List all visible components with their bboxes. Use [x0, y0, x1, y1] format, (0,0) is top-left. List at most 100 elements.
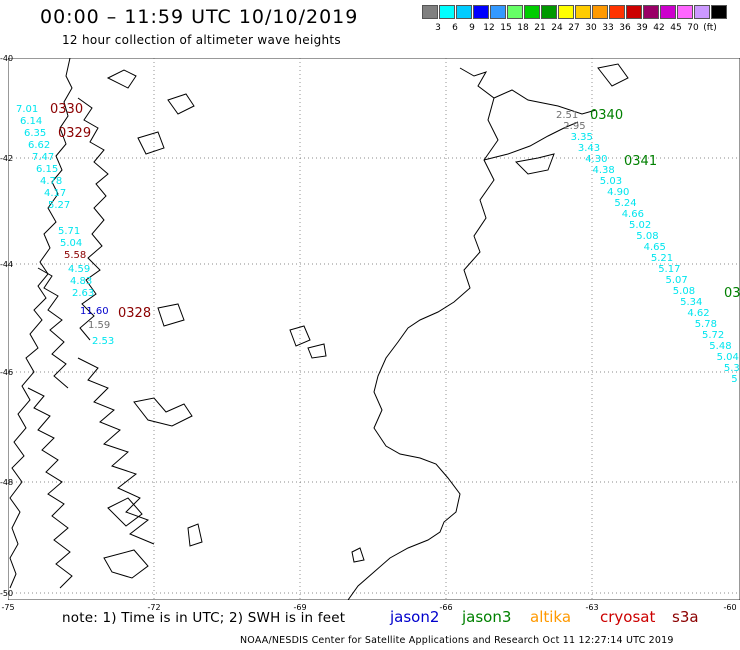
source-altika: altika [530, 608, 572, 626]
scale-swatch [626, 5, 642, 19]
wave-height-value: 2.53 [92, 336, 115, 347]
wave-height-value: 6.35 [24, 128, 47, 139]
scale-label: 15 [500, 23, 512, 33]
source-s3a: s3a [672, 608, 699, 626]
scale-swatch [422, 5, 438, 19]
scale-label: 36 [619, 23, 631, 33]
scale-label: (ft) [703, 23, 717, 33]
argentina-coastline [347, 63, 629, 601]
wave-height-value: 4.59 [68, 264, 91, 275]
wave-height-value: 5.21 [650, 253, 674, 264]
scale-swatch [524, 5, 540, 19]
scale-label: 3 [435, 23, 441, 33]
wave-height-value: 5.48 [709, 341, 732, 352]
scale-swatch [490, 5, 506, 19]
lat-label: -40 [0, 54, 14, 63]
wave-height-value: 4.62 [687, 308, 710, 319]
wave-height-value: 5.30 [723, 363, 740, 374]
scale-swatch [711, 5, 727, 19]
page-subtitle: 12 hour collection of altimeter wave hei… [62, 33, 341, 47]
wave-height-value: 5.07 [665, 275, 688, 286]
wave-height-value: 5 [731, 374, 738, 385]
wave-height-value: 6.15 [36, 164, 59, 175]
wave-height-value: 5.71 [58, 226, 81, 237]
scale-swatch [558, 5, 574, 19]
wave-height-value: 2.95 [563, 121, 586, 132]
wave-height-value: 5.03 [599, 176, 623, 187]
scale-swatch [473, 5, 489, 19]
wave-height-value: 5.58 [64, 250, 87, 261]
lat-label: -46 [0, 368, 14, 377]
scale-swatch [694, 5, 710, 19]
track-time-label: 0341 [624, 154, 658, 169]
track-time-label: 0329 [58, 126, 92, 141]
wave-height-value: 5.27 [48, 200, 71, 211]
wave-height-value: 4.17 [44, 188, 67, 199]
source-jason3: jason3 [462, 608, 512, 626]
page-title: 00:00 – 11:59 UTC 10/10/2019 [40, 6, 359, 28]
wave-height-value: 4.78 [40, 176, 63, 187]
track-time-label: 0328 [118, 306, 152, 321]
wave-height-value: 4.38 [592, 165, 615, 176]
wave-height-value: 5.34 [680, 297, 703, 308]
wave-height-value: 6.62 [28, 140, 51, 151]
wave-height-value: 2.51 [556, 110, 579, 121]
wave-height-value: 4.66 [621, 209, 644, 220]
source-jason2: jason2 [390, 608, 440, 626]
lat-label: -42 [0, 154, 14, 163]
wave-height-value: 5.02 [629, 220, 652, 231]
lat-label: -50 [0, 589, 14, 598]
wave-height-value: 5.17 [658, 264, 681, 275]
footer-note: note: 1) Time is in UTC; 2) SWH is in fe… [62, 610, 346, 626]
wave-height-value: 5.78 [694, 319, 717, 330]
scale-swatch [456, 5, 472, 19]
scale-swatch [643, 5, 659, 19]
lon-label: -60 [723, 603, 737, 612]
track-time-label: 0340 [590, 108, 624, 123]
chile-coastline [9, 57, 365, 589]
header: 00:00 – 11:59 UTC 10/10/2019 12 hour col… [0, 0, 740, 52]
scale-label: 27 [568, 23, 580, 33]
wave-height-value: 5.04 [60, 238, 83, 249]
scale-label: 70 [687, 23, 699, 33]
source-cryosat: cryosat [600, 608, 656, 626]
wave-height-value: 6.14 [20, 116, 43, 127]
scale-label: 33 [602, 23, 614, 33]
scale-label: 39 [636, 23, 648, 33]
wave-height-value: 1.59 [88, 320, 111, 331]
scale-label: 6 [452, 23, 458, 33]
wave-height-value: 7.47 [32, 152, 55, 163]
track-time-label: 03 [724, 286, 740, 301]
wave-height-value: 3.43 [577, 143, 601, 154]
lon-label: -66 [439, 603, 453, 612]
wave-height-value: 4.30 [585, 154, 608, 165]
credit-line: NOAA/NESDIS Center for Satellite Applica… [240, 635, 674, 646]
lon-label: -75 [1, 603, 15, 612]
scale-label: 21 [534, 23, 546, 33]
wave-height-value: 7.01 [16, 104, 39, 115]
scale-swatch [677, 5, 693, 19]
wave-height-value: 4.90 [607, 187, 630, 198]
wave-height-value: 3.35 [570, 132, 593, 143]
wave-height-value: 5.24 [614, 198, 637, 209]
scale-label: 9 [469, 23, 475, 33]
wave-height-value: 5.72 [702, 330, 725, 341]
map-canvas [7, 57, 740, 601]
scale-label: 30 [585, 23, 597, 33]
wave-height-value: 2.63 [72, 288, 95, 299]
wave-height-value: 4.83 [70, 276, 93, 287]
map-panel: 7.01 6.14 6.35 6.62 7.47 6.15 4.78 4.17 5.27 5.71… [7, 57, 740, 601]
map-frame [7, 57, 740, 601]
scale-swatch [609, 5, 625, 19]
scale-swatch [575, 5, 591, 19]
lat-label: -44 [0, 260, 14, 269]
scale-label: 24 [551, 23, 563, 33]
wave-height-value: 5.08 [636, 231, 659, 242]
scale-label: 42 [653, 23, 665, 33]
lon-label: -63 [585, 603, 599, 612]
scale-label: 12 [483, 23, 495, 33]
wave-height-value: 4.65 [643, 242, 666, 253]
track-time-label: 0330 [50, 102, 84, 117]
wave-height-value: 11.60 [80, 306, 109, 317]
scale-label: 18 [517, 23, 529, 33]
